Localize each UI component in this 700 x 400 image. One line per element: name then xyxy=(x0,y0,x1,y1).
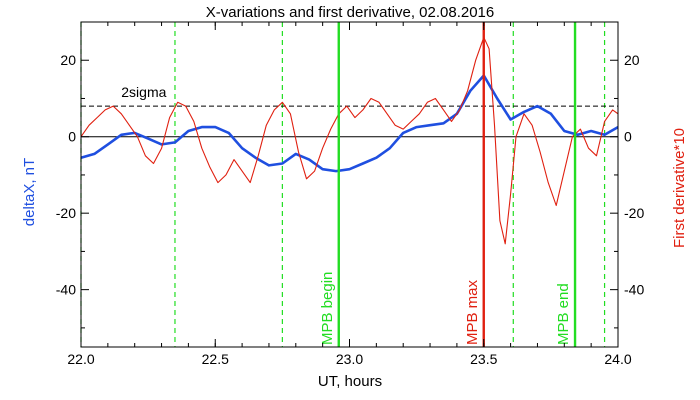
y-tick-label-right-0: 20 xyxy=(624,52,640,68)
y-axis-label-left: deltaX, nT xyxy=(21,158,38,226)
y-tick-label-left-1: 0 xyxy=(68,129,76,145)
marker-label-0: MPB begin xyxy=(319,272,336,345)
x-tick-label-3: 23.5 xyxy=(470,351,497,367)
marker-label-2: MPB end xyxy=(555,283,572,345)
y-tick-label-right-3: -40 xyxy=(624,282,644,298)
x-tick-label-2: 23.0 xyxy=(336,351,363,367)
x-tick-label-0: 22.0 xyxy=(67,351,94,367)
y-tick-label-right-1: 0 xyxy=(624,129,632,145)
y-tick-label-left-3: -40 xyxy=(56,282,76,298)
x-tick-label-4: 24.0 xyxy=(604,351,631,367)
series-line-deltax xyxy=(81,74,618,173)
plot-area: 2sigma MPB begin MPB max MPB end 22.0 22.5 23.… xyxy=(56,21,644,367)
x-axis-label: UT, hours xyxy=(318,373,382,390)
y-tick-label-left-2: -20 xyxy=(56,205,76,221)
y-axis-label-right: First derivative*10 xyxy=(671,128,688,248)
y-tick-label-right-2: -20 xyxy=(624,205,644,221)
series-line-derivative xyxy=(81,36,618,245)
y-tick-label-left-0: 20 xyxy=(60,52,76,68)
series-group xyxy=(81,36,618,245)
sigma-label: 2sigma xyxy=(121,84,166,100)
x-tick-label-1: 22.5 xyxy=(202,351,229,367)
chart-title: X-variations and first derivative, 02.08… xyxy=(206,4,495,21)
marker-label-1: MPB max xyxy=(464,279,481,345)
plot-frame xyxy=(80,21,619,348)
